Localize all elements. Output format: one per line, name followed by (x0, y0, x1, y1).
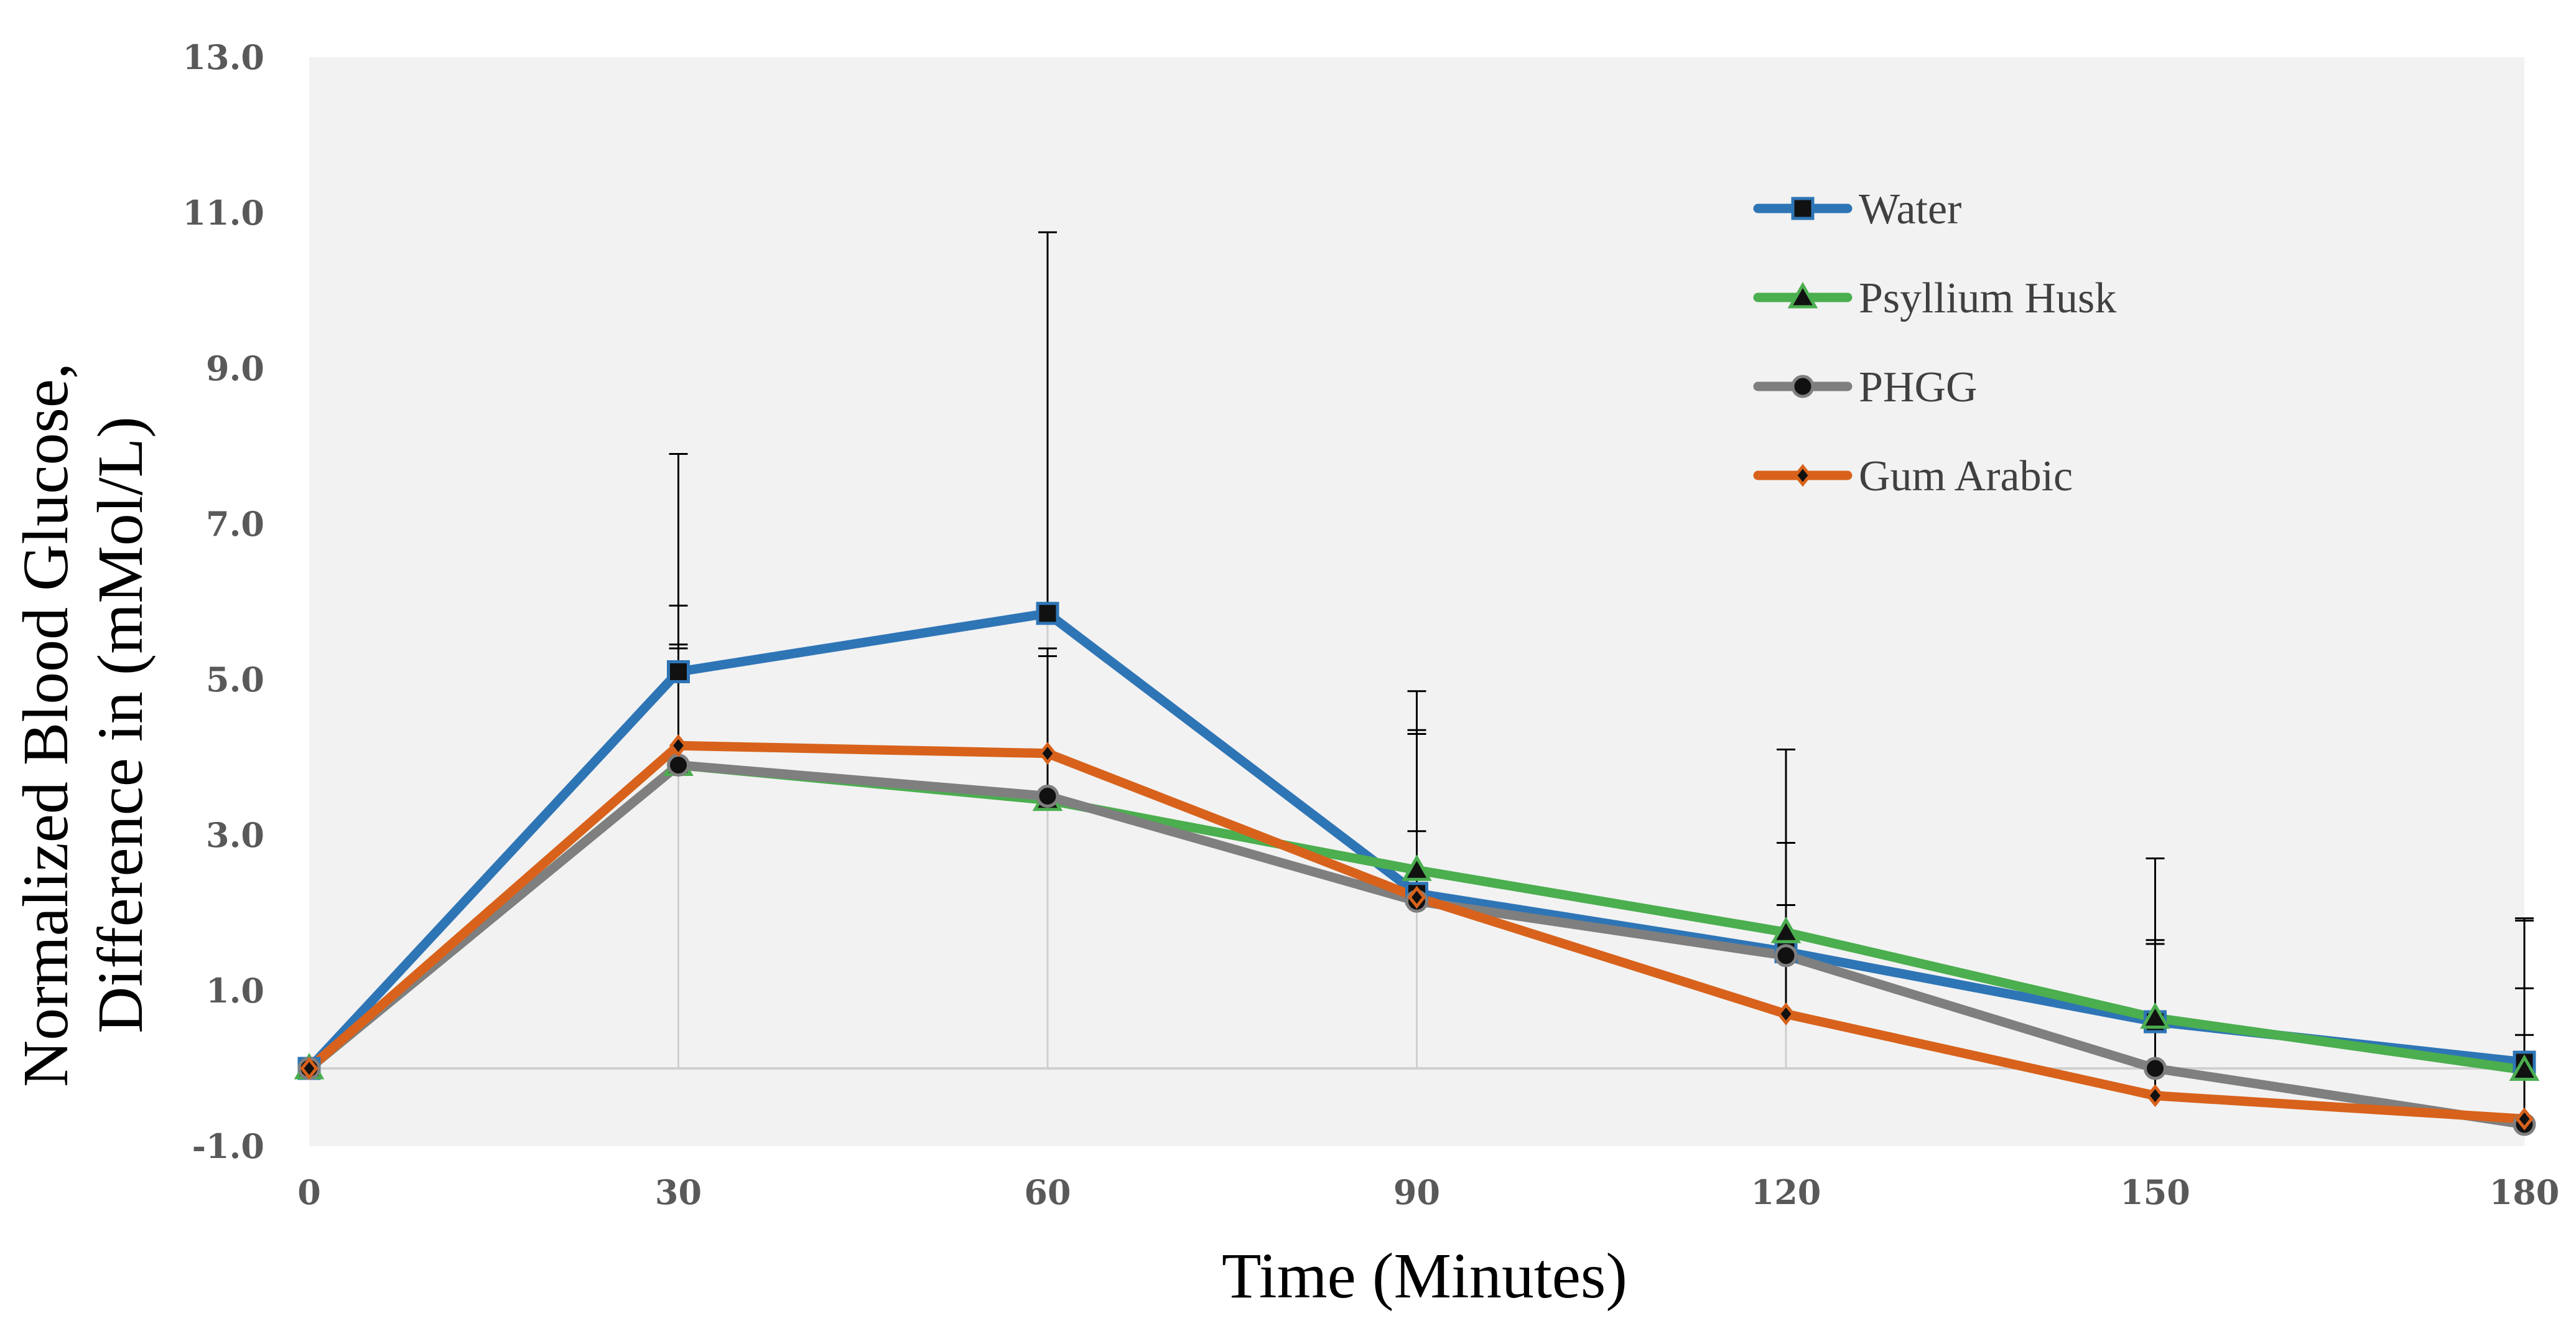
legend-item-gum-arabic: Gum Arabic (1753, 452, 2073, 500)
x-tick-label: 0 (297, 1172, 321, 1212)
x-tick-label: 150 (2120, 1172, 2190, 1212)
legend-label: Gum Arabic (1859, 452, 2073, 500)
y-tick-label: -1.0 (192, 1126, 264, 1166)
marker-gum-arabic (1407, 885, 1426, 909)
y-tick-label: 1.0 (206, 971, 264, 1011)
marker-phgg (2144, 1057, 2167, 1080)
marker-gum-arabic (2515, 1107, 2534, 1131)
marker-gum-arabic (300, 1057, 319, 1080)
y-tick-label: 9.0 (206, 348, 264, 388)
legend-marker (1791, 197, 1815, 220)
x-tick-label: 120 (1751, 1172, 1821, 1212)
marker-gum-arabic (669, 734, 688, 757)
legend-label: PHGG (1859, 363, 1978, 411)
marker-phgg (667, 754, 690, 777)
legend-label: Psyllium Husk (1859, 274, 2116, 322)
y-tick-label: 11.0 (182, 193, 264, 233)
legend-marker (1787, 281, 1818, 309)
x-tick-label: 30 (655, 1172, 702, 1212)
y-axis-label-line2: Difference in (mMol/L) (85, 416, 156, 1034)
marker-psyllium-husk (2509, 1054, 2540, 1081)
x-tick-label: 180 (2490, 1172, 2560, 1212)
series-markers (294, 602, 2540, 1136)
legend-marker (1791, 375, 1815, 398)
marker-water (1036, 602, 1059, 625)
legend-label: Water (1859, 185, 1961, 233)
y-axis-ticks: 13.0 11.0 9.0 7.0 5.0 3.0 1.0 -1.0 (182, 37, 264, 1166)
marker-phgg (1774, 944, 1798, 968)
marker-gum-arabic (1777, 1002, 1795, 1025)
x-tick-label: 60 (1024, 1172, 1071, 1212)
legend-marker (1793, 464, 1812, 487)
y-axis-label-line1: Normalized Blood Glucose, (10, 363, 81, 1087)
y-tick-label: 5.0 (206, 660, 264, 699)
marker-water (667, 660, 690, 683)
marker-psyllium-husk (2140, 1002, 2170, 1029)
legend-item-psyllium-husk: Psyllium Husk (1753, 274, 2116, 322)
marker-psyllium-husk (1770, 917, 1802, 943)
legend-item-water: Water (1753, 185, 1961, 233)
x-axis-label: Time (Minutes) (1222, 1240, 1627, 1312)
x-axis-ticks: 0 30 60 90 120 150 180 (297, 1172, 2559, 1212)
legend-item-phgg: PHGG (1753, 363, 1978, 411)
marker-phgg (1036, 785, 1059, 808)
y-tick-label: 3.0 (206, 815, 264, 855)
y-tick-label: 7.0 (206, 504, 264, 544)
x-tick-label: 90 (1393, 1172, 1440, 1212)
legend: Water Psyllium Husk PHGG Gum Arabic (1753, 185, 2116, 500)
marker-gum-arabic (1038, 742, 1057, 765)
marker-psyllium-husk (1402, 854, 1432, 881)
y-tick-label: 13.0 (182, 37, 264, 77)
marker-gum-arabic (2146, 1084, 2165, 1108)
